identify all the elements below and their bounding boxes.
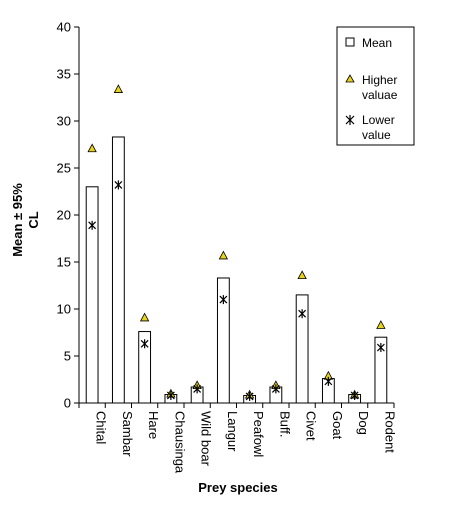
- x-axis-title: Prey species: [198, 480, 278, 495]
- x-tick-label: Peafowl: [251, 411, 266, 457]
- x-tick-label: Hare: [146, 411, 161, 439]
- marker-lower: [376, 343, 385, 353]
- y-tick-label: 30: [57, 114, 71, 129]
- marker-lower: [324, 376, 333, 386]
- marker-lower: [245, 391, 254, 401]
- y-axis-title-line1: Mean ± 95%: [10, 183, 25, 257]
- y-tick-label: 5: [64, 349, 71, 364]
- y-axis: 0 5 10 15 20 25 30 35 40: [57, 20, 80, 411]
- y-tick-label: 10: [57, 302, 71, 317]
- marker-higher: [87, 143, 97, 153]
- x-tick-label: Sambar: [120, 411, 135, 457]
- bar-mean: [85, 186, 99, 404]
- bars: [85, 136, 388, 404]
- legend: Mean Higher valuae Lower value: [336, 26, 415, 146]
- x-tick-label: Chital: [94, 411, 109, 444]
- legend-higher-icon: [345, 74, 355, 83]
- marker-higher: [297, 270, 307, 280]
- marker-lower: [350, 390, 359, 400]
- marker-lower: [114, 180, 123, 190]
- y-tick-label: 40: [57, 20, 71, 35]
- legend-mean-label: Mean: [362, 36, 392, 50]
- marker-higher: [113, 84, 124, 93]
- marker-lower: [88, 220, 97, 230]
- x-tick-label: Civet: [304, 411, 319, 441]
- legend-lower-label-line2: value: [362, 128, 391, 142]
- marker-higher: [218, 250, 229, 260]
- legend-lower-label-line1: Lower: [362, 113, 395, 127]
- x-tick-label: Langur: [225, 411, 240, 452]
- y-tick-label: 25: [57, 161, 71, 176]
- y-tick-label: 35: [57, 67, 71, 82]
- legend-higher-label-line1: Higher: [362, 73, 397, 87]
- y-tick-label: 15: [57, 255, 71, 270]
- x-tick-label: Goat: [330, 411, 345, 440]
- markers: [87, 84, 386, 401]
- marker-lower: [140, 339, 149, 349]
- x-tick-label: Buff.: [277, 411, 292, 438]
- y-axis-title-line2: CL: [26, 211, 41, 228]
- legend-mean-icon: [345, 37, 355, 47]
- bar-mean: [111, 136, 125, 404]
- marker-lower: [166, 390, 175, 400]
- x-tick-label: Dog: [356, 411, 371, 435]
- x-tick-label: Chausinga: [172, 411, 187, 474]
- marker-higher: [139, 312, 150, 322]
- legend-lower-icon: [345, 115, 355, 125]
- y-tick-label: 0: [64, 396, 71, 411]
- legend-box: [336, 26, 415, 146]
- legend-higher-label-line2: valuae: [362, 88, 398, 102]
- marker-lower: [219, 295, 228, 305]
- x-tick-label: Rodent: [382, 411, 397, 453]
- marker-lower: [193, 384, 202, 394]
- x-tick-label: Wild boar: [199, 411, 214, 467]
- x-axis: Chital Sambar Hare Chausinga Wild boar Langur…: [78, 402, 397, 474]
- marker-lower: [298, 309, 307, 319]
- marker-lower: [271, 384, 280, 394]
- y-tick-label: 20: [57, 208, 71, 223]
- marker-higher: [376, 320, 386, 329]
